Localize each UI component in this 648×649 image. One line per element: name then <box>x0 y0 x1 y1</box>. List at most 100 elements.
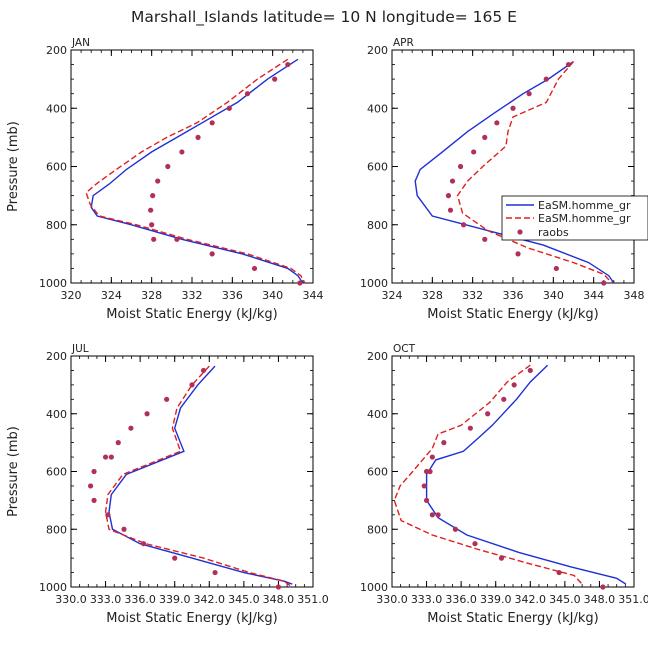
raobs-point <box>460 222 467 228</box>
raobs-point <box>297 280 303 286</box>
y-tick-label: 800 <box>46 219 67 232</box>
homme-dashed-line <box>456 61 613 284</box>
y-tick-label: 200 <box>367 44 388 57</box>
plot-frame <box>70 49 314 284</box>
raobs-point <box>445 193 452 199</box>
raobs-point <box>511 382 517 388</box>
raobs-point <box>151 236 157 242</box>
raobs-point <box>195 134 201 140</box>
x-tick-label: 344 <box>303 289 324 302</box>
x-tick-label: 348 <box>624 289 645 302</box>
raobs-point <box>226 105 232 111</box>
legend-label: EaSM.homme_gr <box>538 199 631 212</box>
y-tick-label: 1000 <box>39 581 67 594</box>
raobs-point <box>121 526 127 532</box>
y-tick-label: 600 <box>46 466 67 479</box>
y-tick-label: 200 <box>367 350 388 363</box>
raobs-series <box>421 367 606 590</box>
raobs-point <box>91 497 97 503</box>
y-tick-label: 800 <box>46 523 67 536</box>
x-tick-label: 336 <box>503 289 524 302</box>
x-tick-label: 342.0 <box>194 593 226 606</box>
homme-solid-line <box>90 58 304 284</box>
y-tick-label: 200 <box>46 350 67 363</box>
raobs-point <box>543 76 549 82</box>
homme-solid-line <box>425 364 627 585</box>
raobs-point <box>128 425 134 431</box>
raobs-point <box>87 483 94 489</box>
raobs-point <box>244 91 251 97</box>
y-tick-label: 400 <box>46 102 67 115</box>
raobs-point <box>155 178 161 184</box>
x-tick-label: 333.0 <box>411 593 443 606</box>
raobs-point <box>148 207 154 213</box>
homme-dashed-line <box>104 365 291 587</box>
x-tick-label: 344 <box>583 289 604 302</box>
raobs-point <box>272 76 278 82</box>
homme-solid-line <box>414 61 615 284</box>
raobs-series <box>445 61 607 286</box>
x-tick-label: 340 <box>262 289 283 302</box>
raobs-point <box>435 512 441 518</box>
legend-label: raobs <box>538 226 569 239</box>
raobs-point <box>164 396 170 402</box>
raobs-point <box>421 483 427 489</box>
plot-frame <box>70 355 314 588</box>
raobs-point <box>449 178 456 184</box>
raobs-point <box>179 149 185 155</box>
raobs-point <box>165 163 171 170</box>
x-axis-label: Moist Static Energy (kJ/kg) <box>106 307 277 322</box>
x-tick-label: 351.0 <box>618 593 648 606</box>
y-axis-label: Pressure (mb) <box>6 121 21 212</box>
raobs-point <box>515 251 521 257</box>
raobs-point <box>494 120 500 126</box>
y-tick-label: 400 <box>367 408 388 421</box>
plot-frame <box>391 49 635 284</box>
raobs-point <box>91 468 97 475</box>
raobs-point <box>212 569 218 576</box>
y-tick-label: 600 <box>367 466 388 479</box>
raobs-point <box>423 497 430 503</box>
x-tick-label: 345.0 <box>549 593 581 606</box>
legend-dot-swatch <box>517 229 523 235</box>
raobs-point <box>144 411 150 417</box>
y-tick-label: 400 <box>367 102 388 115</box>
x-tick-label: 339.0 <box>159 593 191 606</box>
panels: 320 324 328 332 336 340 344 200 400 600 800 1000 JAN… <box>6 37 648 626</box>
raobs-point <box>105 512 111 518</box>
raobs-point <box>472 541 478 547</box>
raobs-point <box>189 382 195 388</box>
raobs-point <box>115 440 121 446</box>
legend-label: EaSM.homme_gr <box>538 212 631 225</box>
raobs-point <box>601 280 607 286</box>
raobs-point <box>467 425 473 431</box>
raobs-point <box>498 555 505 561</box>
y-tick-label: 1000 <box>360 277 388 290</box>
figure-title: Marshall_Islands latitude= 10 N longitud… <box>131 8 517 27</box>
raobs-point <box>209 251 215 257</box>
panel-jan: 320 324 328 332 336 340 344 200 400 600 800 1000 JAN… <box>6 37 324 322</box>
raobs-point <box>429 454 435 460</box>
raobs-point <box>172 555 178 561</box>
x-tick-label: 330.0 <box>55 593 87 606</box>
x-tick-label: 330.0 <box>376 593 408 606</box>
x-tick-label: 348.0 <box>584 593 616 606</box>
x-tick-label: 333.0 <box>90 593 122 606</box>
panel-title: JAN <box>71 37 90 49</box>
panel-title: OCT <box>393 343 416 355</box>
x-tick-label: 328 <box>141 289 162 302</box>
x-tick-label: 336 <box>222 289 243 302</box>
raobs-point <box>510 105 516 111</box>
homme-solid-line <box>108 365 293 585</box>
raobs-series <box>148 61 303 286</box>
homme-dashed-line <box>85 58 306 284</box>
raobs-point <box>447 207 454 213</box>
raobs-point <box>423 468 430 475</box>
y-tick-label: 800 <box>367 219 388 232</box>
y-tick-label: 400 <box>46 408 67 421</box>
raobs-point <box>200 367 207 374</box>
x-tick-label: 348.0 <box>263 593 295 606</box>
raobs-point <box>285 61 291 68</box>
panel-apr: 324 328 332 336 340 344 348 200 400 600 800 1000 APR… <box>360 37 648 322</box>
